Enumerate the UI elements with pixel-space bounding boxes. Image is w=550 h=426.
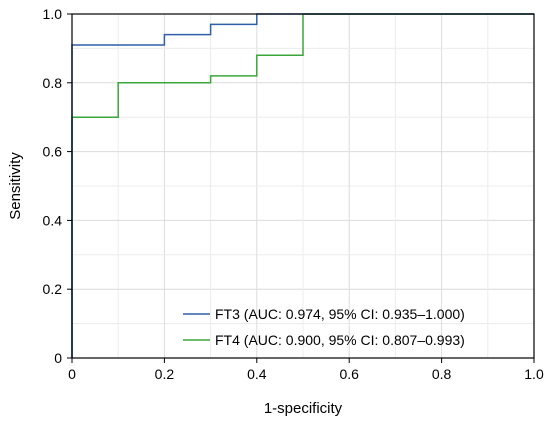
plot-frame [71,13,535,359]
y-tick-label: 0.2 [43,281,63,297]
y-axis-title: Sensitivity [7,152,24,220]
y-tick-label: 0.8 [43,75,63,91]
series-line-1 [71,13,534,358]
legend-label-0: FT3 (AUC: 0.974, 95% CI: 0.935–1.000) [215,306,465,322]
x-axis-title: 1-specificity [264,400,343,417]
legend-label-1: FT4 (AUC: 0.900, 95% CI: 0.807–0.993) [215,332,465,348]
y-tick-label: 0.4 [43,212,63,228]
x-tick-label: 0 [68,366,76,382]
x-tick-label: 0.4 [247,366,267,382]
x-tick-label: 0.2 [155,366,175,382]
legend: FT3 (AUC: 0.974, 95% CI: 0.935–1.000) FT4… [183,306,465,348]
x-tick-label: 1.0 [524,366,544,382]
y-tick-label: 1.0 [43,6,63,22]
y-tick-label: 0 [54,350,62,366]
y-tick-label: 0.6 [43,144,63,160]
axis-ticks: 0 0.2 0.4 0.6 0.8 1.0 0 0.2 0.4 0.6 0.8 1.0 [43,6,544,382]
x-tick-label: 0.6 [339,366,359,382]
x-tick-label: 0.8 [432,366,452,382]
